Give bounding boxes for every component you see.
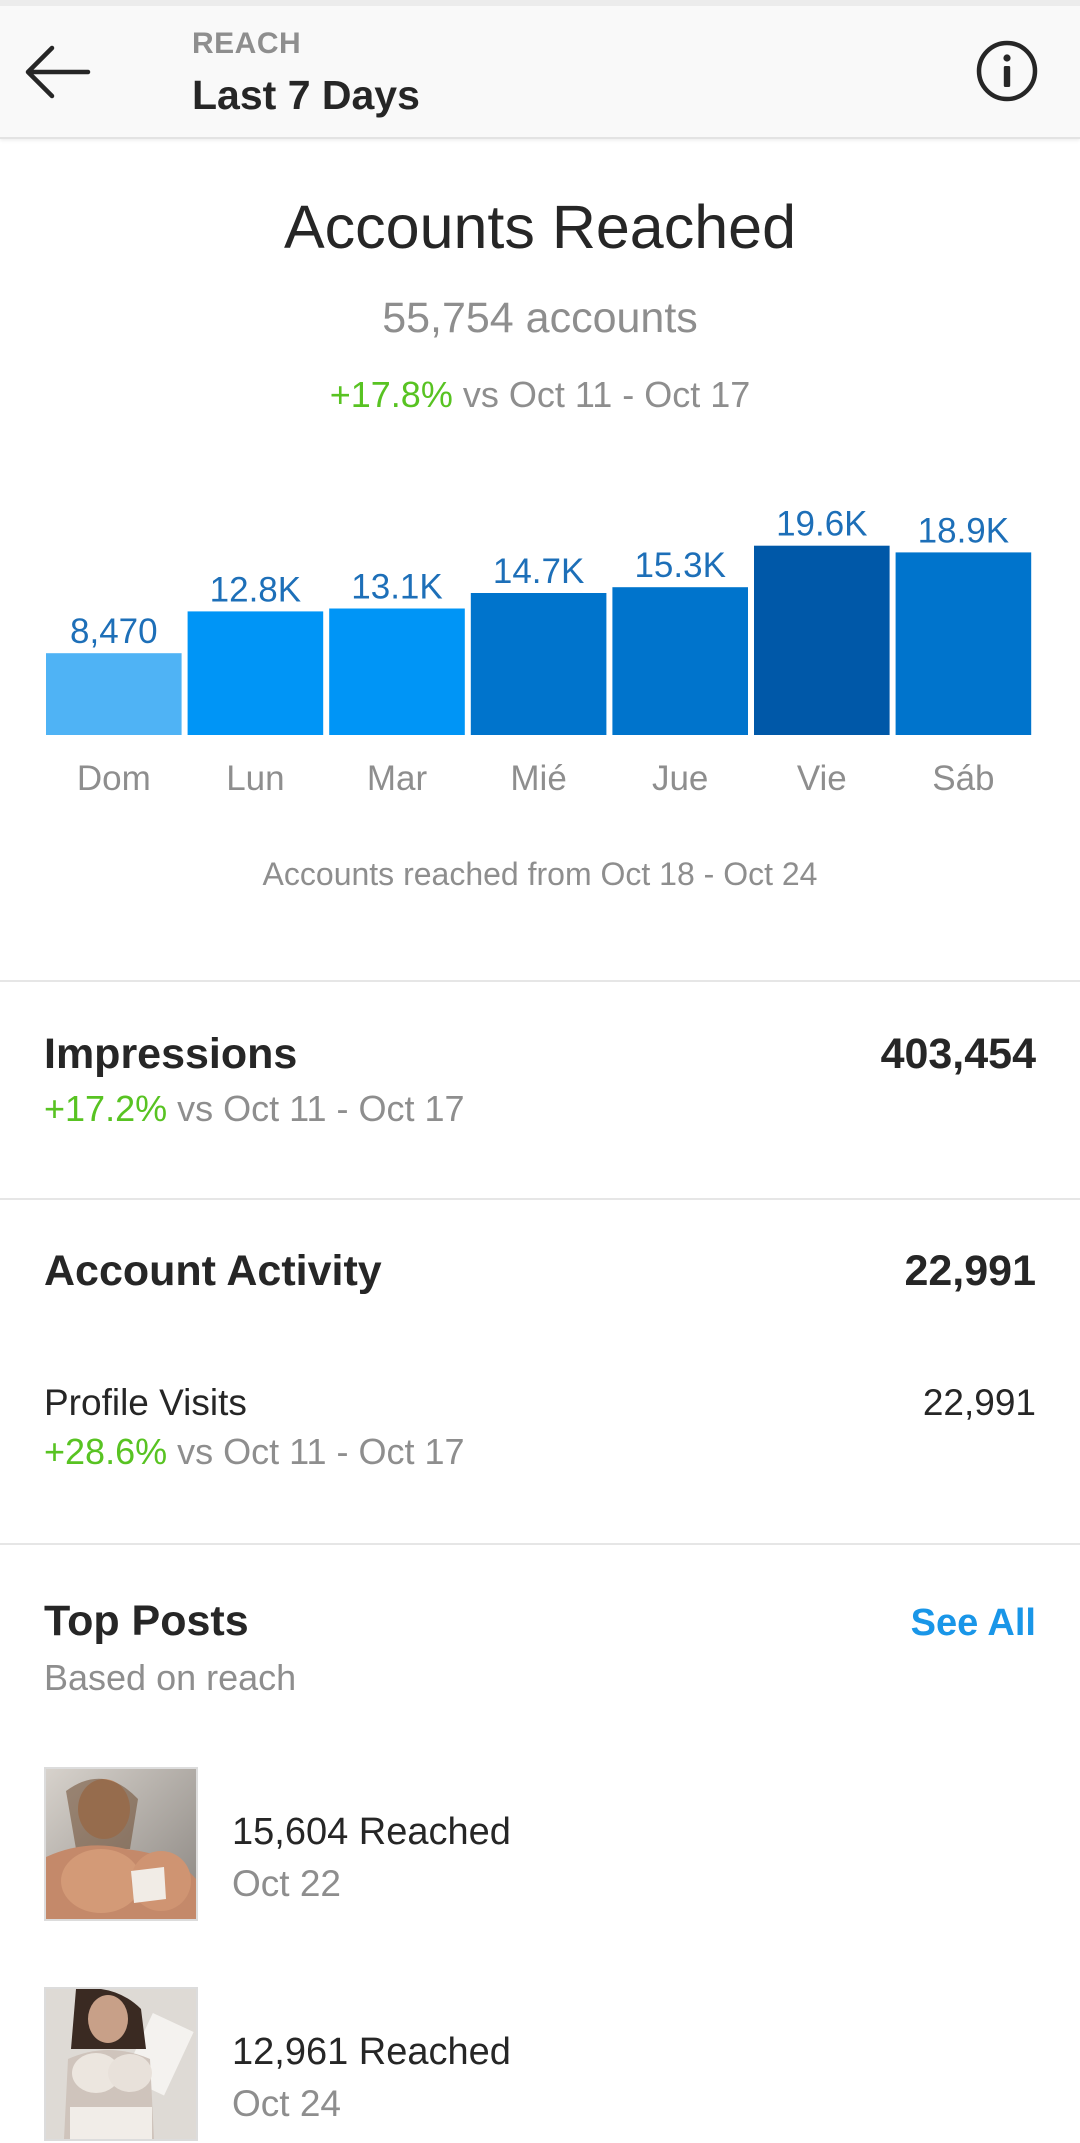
- top-post-item[interactable]: 12,961 Reached Oct 24: [44, 1987, 1024, 2143]
- post-reached: 12,961 Reached: [232, 2031, 511, 2073]
- see-all-link[interactable]: See All: [910, 1602, 1036, 1644]
- top-bar: REACH Last 7 Days: [0, 0, 1080, 139]
- post-thumbnail[interactable]: [44, 1767, 198, 1921]
- divider: [0, 980, 1080, 982]
- profile-visits-label: Profile Visits: [44, 1382, 247, 1423]
- reach-bar-chart: 8,470 Dom 12.8K Lun 13.1K Mar 14.7K Mié 15.3K Jue…: [46, 505, 1032, 798]
- post-reached: 15,604 Reached: [232, 1811, 511, 1853]
- chart-category-label: Lun: [226, 759, 284, 798]
- top-posts-title: Top Posts: [44, 1597, 249, 1645]
- chart-value-label: 18.9K: [918, 511, 1009, 550]
- reach-compare-period: vs Oct 11 - Oct 17: [452, 374, 751, 415]
- chart-caption: Accounts reached from Oct 18 - Oct 24: [262, 856, 818, 892]
- chart-bar-mar[interactable]: [329, 608, 465, 736]
- profile-visits-compare-period: vs Oct 11 - Oct 17: [167, 1431, 465, 1472]
- top-posts-subtitle: Based on reach: [44, 1657, 297, 1698]
- chart-value-label: 15.3K: [634, 546, 725, 585]
- back-button[interactable]: [22, 40, 94, 104]
- header-title[interactable]: Last 7 Days: [192, 72, 420, 118]
- reach-change: +17.8%: [329, 374, 453, 415]
- chart-bar-mié[interactable]: [470, 593, 607, 735]
- arrow-left-icon: [25, 45, 91, 99]
- info-button[interactable]: [974, 38, 1040, 104]
- divider: [0, 1198, 1080, 1200]
- chart-value-label: 12.8K: [210, 570, 301, 609]
- accounts-count: 55,754 accounts: [382, 294, 698, 342]
- chart-bar-jue[interactable]: [612, 587, 748, 735]
- activity-title: Account Activity: [44, 1247, 382, 1295]
- chart-category-label: Dom: [77, 759, 151, 798]
- chart-bar-vie[interactable]: [754, 545, 890, 735]
- impressions-comparison: +17.2% vs Oct 11 - Oct 17: [44, 1088, 465, 1130]
- impressions-value: 403,454: [880, 1030, 1036, 1078]
- post-thumbnail[interactable]: [44, 1987, 198, 2141]
- post-date: Oct 24: [232, 2083, 341, 2124]
- chart-category-label: Jue: [652, 759, 708, 798]
- info-circle-icon: [976, 40, 1038, 102]
- reach-comparison: +17.8% vs Oct 11 - Oct 17: [0, 374, 1080, 416]
- page-title: Accounts Reached: [283, 193, 797, 261]
- chart-category-label: Sáb: [932, 759, 994, 798]
- chart-bar-dom[interactable]: [46, 653, 182, 735]
- impressions-title: Impressions: [44, 1030, 298, 1078]
- chart-value-label: 13.1K: [351, 568, 442, 607]
- chart-category-label: Mar: [367, 759, 428, 798]
- chart-value-label: 14.7K: [493, 552, 584, 591]
- chart-bar-sáb[interactable]: [895, 552, 1032, 735]
- chart-category-label: Vie: [797, 759, 847, 798]
- chart-category-label: Mié: [510, 759, 566, 798]
- divider: [0, 1543, 1080, 1545]
- status-strip: [0, 0, 1080, 6]
- profile-visits-change: +28.6%: [44, 1431, 168, 1472]
- header-eyebrow: REACH: [192, 27, 302, 60]
- top-post-item[interactable]: 15,604 Reached Oct 22: [44, 1767, 1024, 1923]
- profile-visits-comparison: +28.6% vs Oct 11 - Oct 17: [44, 1431, 465, 1473]
- impressions-change: +17.2%: [44, 1088, 168, 1129]
- impressions-compare-period: vs Oct 11 - Oct 17: [167, 1088, 465, 1129]
- profile-visits-value: 22,991: [922, 1382, 1036, 1423]
- chart-bar-lun[interactable]: [187, 611, 324, 735]
- chart-value-label: 8,470: [70, 612, 158, 651]
- post-date: Oct 22: [232, 1863, 341, 1904]
- chart-value-label: 19.6K: [776, 505, 867, 544]
- activity-value: 22,991: [904, 1247, 1036, 1295]
